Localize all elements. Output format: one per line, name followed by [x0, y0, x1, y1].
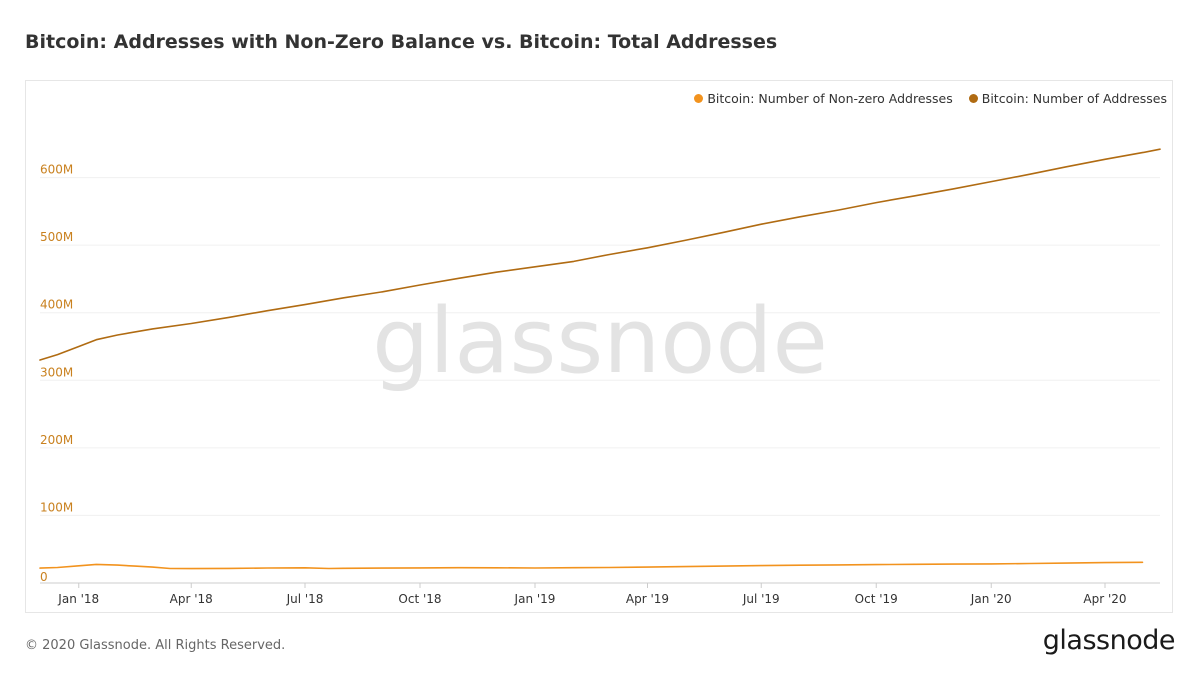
- chart-frame: [25, 80, 1173, 613]
- x-tick-label-2: Jul '18: [286, 592, 324, 606]
- y-tick-label-1: 100M: [40, 500, 73, 514]
- x-tick-label-0: Jan '18: [57, 592, 99, 606]
- series-line-total: [39, 148, 1161, 361]
- x-tick-label-4: Jan '19: [514, 592, 556, 606]
- legend-item-total[interactable]: Bitcoin: Number of Addresses: [968, 91, 1167, 106]
- y-tick-label-6: 600M: [40, 163, 73, 177]
- x-tick-label-6: Jul '19: [742, 592, 780, 606]
- x-tick-label-8: Jan '20: [970, 592, 1012, 606]
- y-tick-label-3: 300M: [40, 365, 73, 379]
- y-tick-label-0: 0: [40, 570, 48, 584]
- chart-title: Bitcoin: Addresses with Non-Zero Balance…: [25, 31, 778, 53]
- x-tick-label-5: Apr '19: [626, 592, 669, 606]
- brand-logo[interactable]: glassnode: [1042, 625, 1176, 656]
- legend-dot-total: [968, 94, 978, 103]
- watermark-text: glassnode: [372, 289, 828, 394]
- x-tick-label-9: Apr '20: [1083, 592, 1126, 606]
- legend-dot-nonzero: [694, 94, 704, 103]
- chart-legend: Bitcoin: Number of Non-zero Addresses Bi…: [694, 91, 1167, 106]
- y-tick-label-4: 400M: [40, 298, 73, 312]
- x-tick-label-7: Oct '19: [855, 592, 898, 606]
- series-line-nonzero: [39, 561, 1144, 570]
- y-tick-label-5: 500M: [40, 230, 73, 244]
- legend-label-total: Bitcoin: Number of Addresses: [981, 91, 1167, 106]
- copyright-text: © 2020 Glassnode. All Rights Reserved.: [25, 638, 286, 653]
- legend-item-nonzero[interactable]: Bitcoin: Number of Non-zero Addresses: [694, 91, 953, 106]
- x-tick-label-3: Oct '18: [398, 592, 441, 606]
- legend-label-nonzero: Bitcoin: Number of Non-zero Addresses: [707, 91, 953, 106]
- y-tick-label-2: 200M: [40, 433, 73, 447]
- x-tick-label-1: Apr '18: [170, 592, 213, 606]
